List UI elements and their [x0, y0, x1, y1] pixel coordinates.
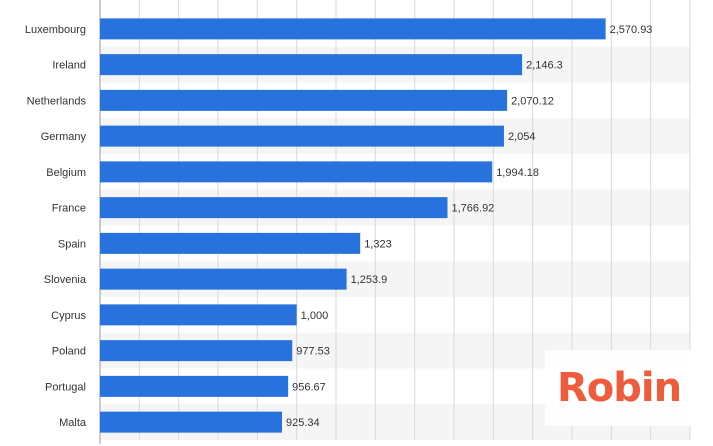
value-label: 2,070.12 [511, 95, 554, 107]
value-label: 2,146.3 [526, 60, 563, 72]
category-label: Luxembourg [25, 24, 86, 36]
category-label: Spain [58, 238, 86, 250]
value-label: 925.34 [286, 417, 320, 429]
bar-malta [100, 411, 282, 433]
value-label: 977.53 [296, 346, 330, 358]
bar-netherlands [100, 89, 508, 111]
bar-cyprus [100, 304, 297, 326]
category-label: Netherlands [27, 95, 87, 107]
robin-logo: Robin [545, 350, 693, 426]
value-label: 956.67 [292, 381, 326, 393]
category-label: Malta [59, 417, 87, 429]
value-label: 1,994.18 [496, 167, 539, 179]
category-label: Slovenia [44, 274, 87, 286]
value-label: 1,000 [301, 310, 329, 322]
value-label: 1,766.92 [451, 203, 494, 215]
category-label: France [52, 203, 86, 215]
bar-portugal [100, 375, 289, 397]
category-label: Cyprus [51, 310, 86, 322]
bar-poland [100, 340, 293, 362]
value-label: 2,054 [508, 131, 536, 143]
watermark-text: Robin [556, 365, 682, 411]
bar-belgium [100, 161, 493, 183]
value-label: 1,323 [364, 238, 392, 250]
category-label: Ireland [52, 60, 86, 72]
bar-slovenia [100, 268, 347, 290]
bar-france [100, 197, 448, 219]
category-label: Germany [41, 131, 87, 143]
value-label: 2,570.93 [610, 24, 653, 36]
bar-luxembourg [100, 18, 606, 40]
value-label: 1,253.9 [351, 274, 388, 286]
category-label: Portugal [45, 381, 86, 393]
category-label: Poland [52, 346, 86, 358]
category-label: Belgium [46, 167, 86, 179]
bar-ireland [100, 54, 523, 76]
bar-germany [100, 125, 504, 147]
bar-spain [100, 232, 361, 254]
